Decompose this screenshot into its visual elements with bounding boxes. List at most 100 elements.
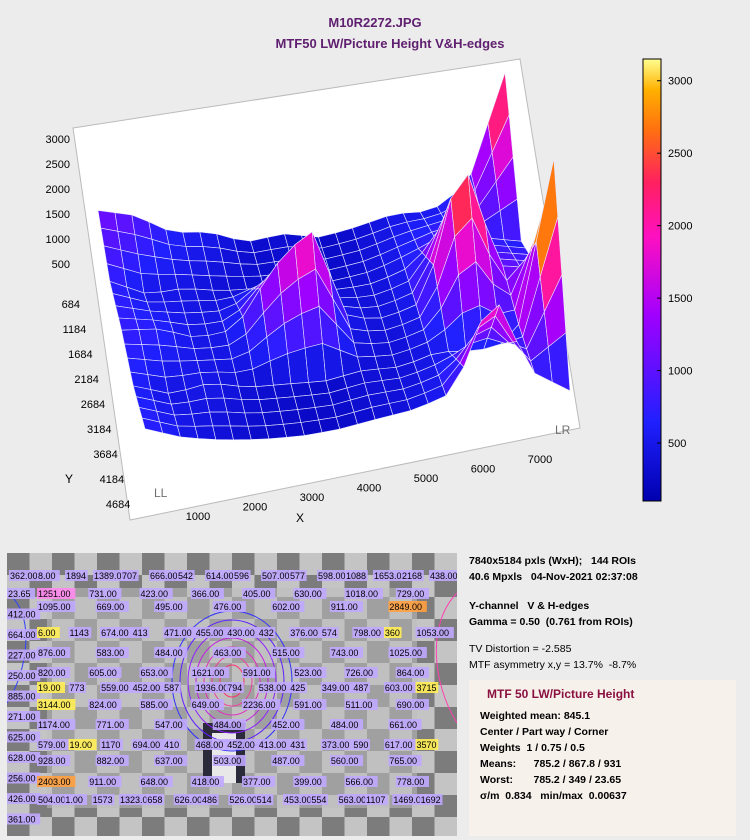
roi-label: 1323.00 [120,795,153,805]
roi-label: 560.00 [331,756,359,766]
z-tick-label: 2500 [46,159,70,171]
surface-cell [146,301,168,313]
roi-label-bg [226,627,260,638]
roi-label: 453.00 [284,795,312,805]
colorbar-tick-label: 3000 [668,76,692,88]
roi-label-bg [131,627,150,638]
roi-label: 928.00 [38,756,66,766]
surface-cell [247,425,270,440]
roi-label: 630.00 [294,589,322,599]
y-tick-label: 684 [62,299,80,311]
checker-cell [299,817,322,836]
checker-cell [254,553,277,575]
roi-label: 6.00 [38,628,56,638]
checker-cell [52,553,75,575]
roi-label-bg [91,794,115,805]
summary-box: MTF 50 LW/Picture Height Weighted mean: … [469,680,736,836]
surface-cell [124,343,146,360]
roi-label: 423.00 [141,589,169,599]
roi-label: 438.00 [430,571,457,581]
roi-label-bg [7,608,41,620]
roi-label: 471.00 [164,628,192,638]
y-tick-label: 3684 [93,449,117,461]
roi-label-bg [401,570,424,581]
checker-cell [344,817,367,836]
roi-label-bg [149,570,183,581]
surface-cell [174,413,196,427]
roi-label-bg [7,629,41,640]
roi-label-bg [415,627,454,638]
checker-cell [119,817,142,836]
roi-label: 666.00 [150,571,178,581]
roi-label: 486 [202,795,217,805]
roi-label-bg [190,776,224,787]
checker-cell [29,553,52,575]
surface-cell [212,425,234,441]
roi-label-bg [131,739,165,750]
roi-label-bg [392,794,431,805]
roi-label-bg [271,755,305,766]
roi-label-bg [310,794,328,805]
roi-label: 503.00 [214,756,242,766]
surface-cell [265,423,288,440]
roi-label-bg [345,570,368,581]
roi-label: 1174.00 [38,720,70,730]
roi-label-bg [7,752,41,763]
checker-cell [389,553,412,575]
roi-label-bg [163,682,181,693]
contour-right [435,592,457,724]
roi-label: 484.00 [155,648,183,658]
roi-label-bg [64,794,88,805]
roi-label: 418.00 [192,777,220,787]
roi-label-bg [329,647,364,658]
roi-label: 463.00 [214,648,242,658]
checker-cell [434,773,457,795]
roi-label-bg [68,682,87,693]
roi-label: 1389.00 [94,571,127,581]
roi-label-bg [95,719,129,730]
roi-label-bg [271,647,305,658]
info-asymmetry: MTF asymmetry x,y = 13.7% -8.7% [469,659,637,671]
y-axis-label: Y [65,472,73,486]
surface-cell [308,380,330,396]
roi-label-bg [194,682,234,693]
roi-label: 765.00 [389,756,417,766]
surface-cell [206,397,228,413]
roi-label: 468.00 [196,740,224,750]
roi-label-bg [154,755,188,766]
roi-label-bg [233,570,251,581]
roi-label: 1170 [101,740,120,750]
roi-label: 362.00 [10,571,38,581]
roi-label: 2168 [402,571,422,581]
surface-cell [138,328,160,346]
roi-label-bg [329,601,364,612]
roi-label: 661.00 [389,720,417,730]
roi-label-bg [293,667,327,678]
roi-label: 1251.00 [38,589,71,599]
roi-label-bg [131,682,165,693]
roi-label-bg [271,601,305,612]
roi-label: 591.00 [243,668,271,678]
roi-label-bg [88,776,122,787]
roi-label: 1621.00 [192,668,225,678]
roi-label-bg [68,739,97,750]
roi-label-bg [37,755,71,766]
roi-label-bg [37,627,60,638]
roi-label: 707 [122,571,137,581]
roi-label: 591.00 [294,700,322,710]
surface-cell [199,371,222,386]
roi-label-bg [289,682,307,693]
roi-label: 648.00 [141,777,169,787]
roi-label: 23.65 [8,589,31,599]
surface-cell [290,382,313,398]
roi-label: 452.00 [133,683,161,693]
roi-label: 366.00 [192,589,220,599]
roi-label-bg [352,682,370,693]
roi-label: 658 [147,795,162,805]
roi-label: 452.00 [227,740,255,750]
roi-label-bg [95,647,129,658]
roi-label-bg [257,627,276,638]
roi-label: 798.00 [353,628,381,638]
roi-label-bg [121,570,139,581]
roi-label: 1936.00 [196,683,229,693]
